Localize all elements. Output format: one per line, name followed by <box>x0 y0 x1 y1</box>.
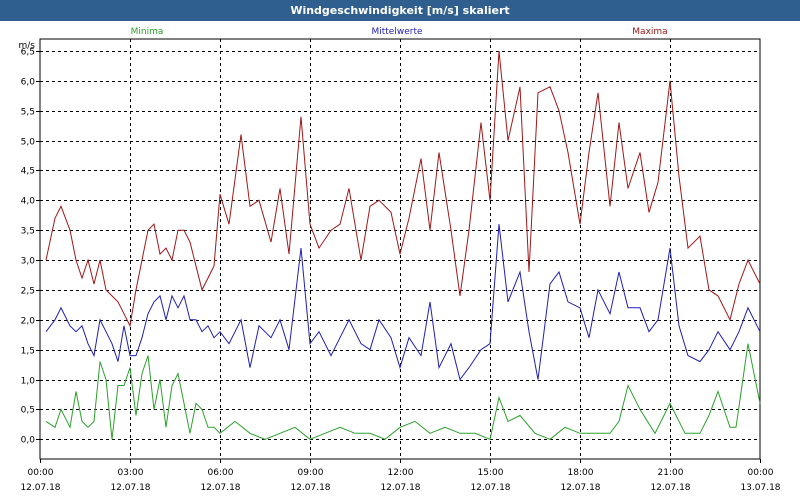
x-tick-date: 12.07.18 <box>560 483 600 493</box>
x-tick-time: 15:00 <box>478 468 504 478</box>
y-tick-label: 3,0 <box>21 257 36 267</box>
legend-entry-minima: Minima <box>131 27 164 37</box>
x-tick-time: 06:00 <box>208 468 234 478</box>
x-tick-time: 21:00 <box>658 468 684 478</box>
series-line-mittelwerte <box>45 224 761 381</box>
y-tick-label: 6,0 <box>21 78 36 88</box>
y-tick-label: 5,5 <box>21 108 35 118</box>
x-tick-date: 12.07.18 <box>200 483 240 493</box>
y-tick-label: 4,0 <box>21 197 36 207</box>
y-tick-label: 5,0 <box>21 138 36 148</box>
x-tick-time: 18:00 <box>568 468 594 478</box>
x-tick-date: 12.07.18 <box>470 483 510 493</box>
x-tick-date: 12.07.18 <box>380 483 420 493</box>
wind-speed-chart: 0,0 0,5 1,0 1,5 2,0 2,5 3,0 3,5 4,0 4,5 5,0 5,5 6,0 6… <box>19 27 781 493</box>
x-tick-time: 12:00 <box>388 468 414 478</box>
x-tick-date: 12.07.18 <box>20 483 60 493</box>
legend-entry-maxima: Maxima <box>632 27 667 37</box>
window-title: Windgeschwindigkeit [m/s] skaliert <box>0 0 800 21</box>
series-line-minima <box>45 343 761 440</box>
x-tick-date: 12.07.18 <box>650 483 690 493</box>
y-tick-label: 1,5 <box>21 347 35 357</box>
x-tick-time: 00:00 <box>28 468 54 478</box>
y-tick-label: 2,0 <box>21 317 36 327</box>
series-line-maxima <box>45 50 761 328</box>
y-tick-label: 6,5 <box>21 48 35 58</box>
x-tick-date: 12.07.18 <box>110 483 150 493</box>
y-tick-label: 3,5 <box>21 227 35 237</box>
x-tick-time: 09:00 <box>298 468 324 478</box>
y-axis-label: m/s <box>19 41 36 51</box>
y-tick-label: 0,0 <box>21 436 36 446</box>
y-tick-label: 0,5 <box>21 406 35 416</box>
y-tick-label: 1,0 <box>21 377 36 387</box>
x-tick-date: 12.07.18 <box>290 483 330 493</box>
legend-entry-mittelwerte: Mittelwerte <box>371 27 422 37</box>
y-tick-label: 2,5 <box>21 287 35 297</box>
x-tick-date: 13.07.18 <box>740 483 780 493</box>
x-tick-time: 03:00 <box>118 468 144 478</box>
x-tick-time: 00:00 <box>748 468 774 478</box>
y-tick-label: 4,5 <box>21 167 35 177</box>
